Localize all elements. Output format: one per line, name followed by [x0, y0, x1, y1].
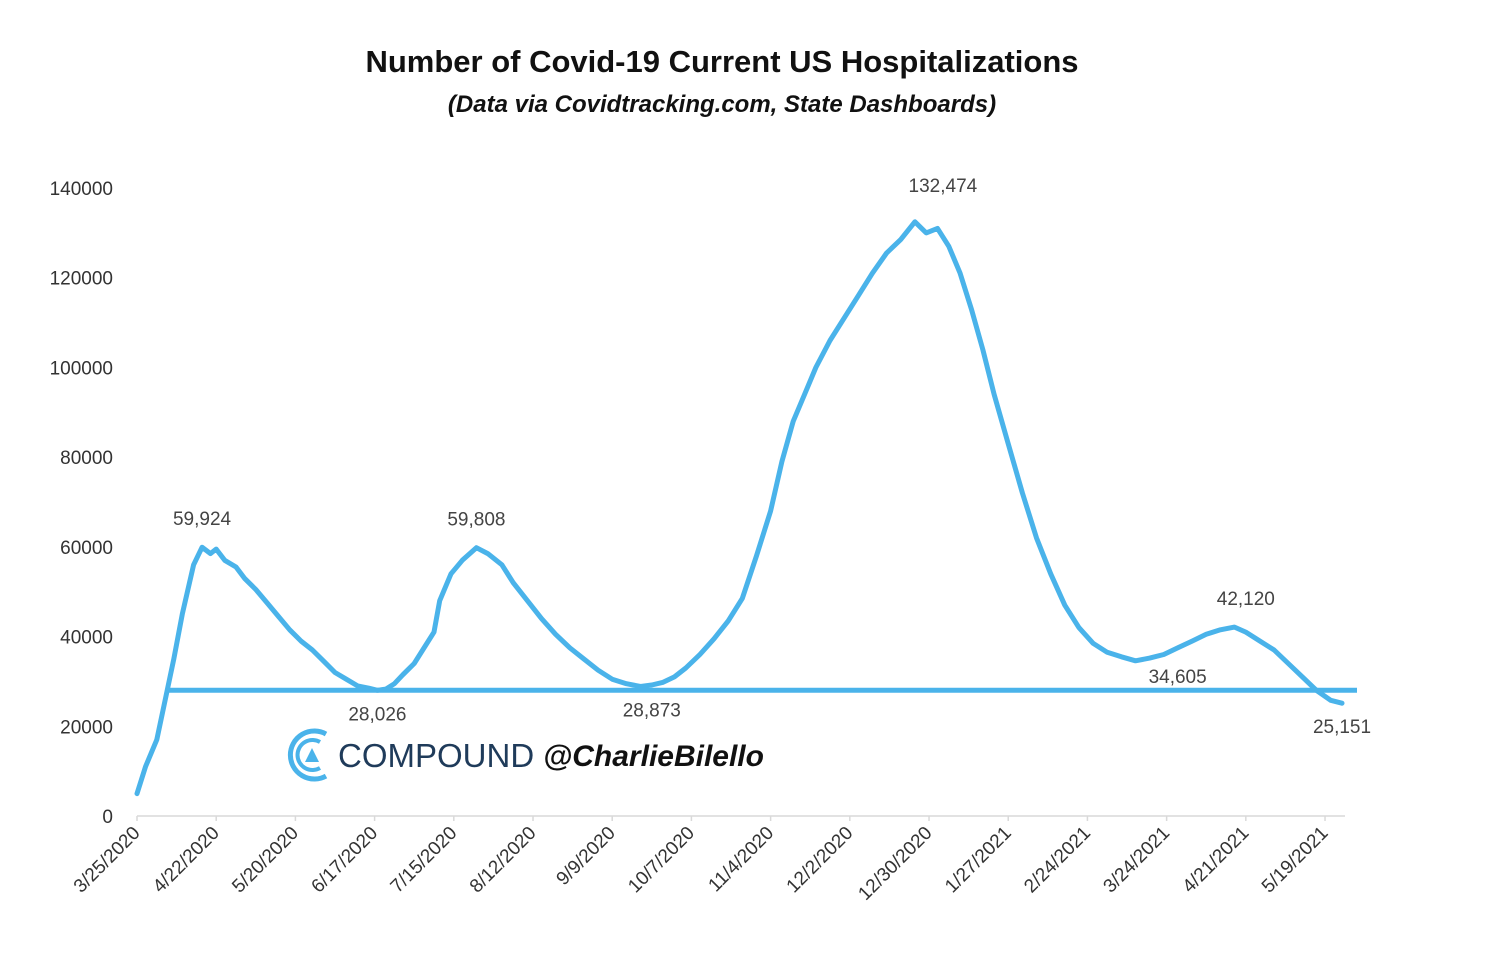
data-label: 59,924: [173, 509, 232, 530]
x-tick-label: 9/9/2020: [553, 823, 620, 890]
data-label: 28,026: [348, 704, 406, 725]
y-tick-label: 40000: [60, 628, 113, 649]
x-axis: 3/25/2020 4/22/2020 5/20/2020 6/17/2020 7/15…: [70, 816, 1333, 905]
data-label-group: 59,924 28,026 59,808 28,873 132,474 34,605 42,…: [173, 176, 1371, 738]
compound-logo-icon: [287, 728, 328, 782]
brand-name: COMPOUND: [338, 737, 534, 774]
x-tick-label: 10/7/2020: [624, 823, 699, 898]
y-tick-label: 0: [102, 807, 113, 828]
twitter-handle: @CharlieBilello: [543, 740, 764, 773]
x-tick-label: 5/19/2021: [1258, 823, 1333, 898]
x-tick-label: 4/22/2020: [149, 823, 224, 898]
y-tick-label: 80000: [60, 448, 113, 469]
data-label: 42,120: [1217, 589, 1275, 610]
x-tick-label: 3/24/2021: [1100, 823, 1175, 898]
x-tick-label: 8/12/2020: [466, 823, 541, 898]
y-tick-label: 60000: [60, 538, 113, 559]
y-tick-label: 20000: [60, 717, 113, 738]
data-label: 34,605: [1149, 667, 1207, 688]
x-tick-label: 4/21/2021: [1179, 823, 1254, 898]
data-label: 28,873: [623, 700, 681, 721]
y-tick-label: 100000: [50, 358, 113, 379]
chart-subtitle: (Data via Covidtracking.com, State Dashb…: [448, 91, 996, 118]
x-tick-label: 12/2/2020: [783, 823, 858, 898]
chart-title: Number of Covid-19 Current US Hospitaliz…: [365, 44, 1078, 79]
data-label: 25,151: [1313, 717, 1371, 738]
y-tick-label: 140000: [50, 179, 113, 200]
x-tick-label: 5/20/2020: [228, 823, 303, 898]
y-axis: 0 20000 40000 60000 80000 100000 120000 140000: [50, 179, 113, 828]
y-tick-label: 120000: [50, 269, 113, 290]
x-tick-label: 7/15/2020: [387, 823, 462, 898]
data-label: 59,808: [447, 510, 505, 531]
data-label: 132,474: [909, 176, 978, 197]
watermark: COMPOUND @CharlieBilello: [287, 728, 764, 782]
x-tick-label: 1/27/2021: [941, 823, 1016, 898]
x-tick-label: 3/25/2020: [70, 823, 145, 898]
x-tick-label: 11/4/2020: [705, 823, 779, 897]
x-tick-label: 6/17/2020: [308, 823, 383, 898]
series-line-hospitalizations: [134, 219, 1345, 797]
x-tick-label: 12/30/2020: [854, 823, 936, 905]
x-tick-label: 2/24/2021: [1020, 823, 1095, 898]
